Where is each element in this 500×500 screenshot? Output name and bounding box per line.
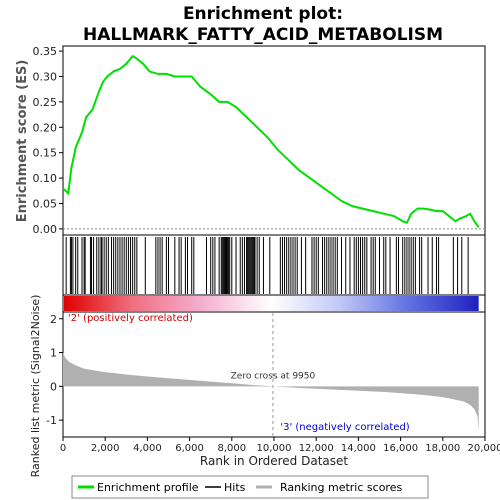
zero-cross-label: Zero cross at 9950 [231, 371, 316, 381]
positively-correlated-label: '2' (positively correlated) [68, 313, 193, 324]
x-tick-label: 18,000 [425, 443, 460, 454]
es-y-tick-label: 0.20 [33, 121, 58, 134]
rank-y-tick-label: -1 [46, 414, 57, 427]
hits-panel-frame [62, 234, 486, 296]
x-tick-label: 8,000 [217, 443, 246, 454]
es-y-tick-label: 0.15 [33, 147, 58, 160]
legend-hits-label: Hits [224, 481, 246, 494]
rank-y-tick-label: 2 [50, 313, 57, 326]
enrichment-profile-line [62, 54, 480, 228]
x-tick-label: 0 [60, 443, 66, 454]
es-y-tick-label: 0.10 [33, 172, 58, 185]
legend-box [71, 475, 429, 499]
es-y-tick-label: 0.25 [33, 96, 58, 109]
rank-y-tick-label: 0 [50, 380, 57, 393]
es-y-tick-label: 0.35 [33, 45, 58, 58]
ranking-metric-area [63, 352, 479, 433]
es-y-tick-label: 0.05 [33, 198, 58, 211]
legend-enrichment-label: Enrichment profile [97, 481, 199, 494]
x-tick-label: 10,000 [257, 443, 292, 454]
x-tick-label: 14,000 [341, 443, 376, 454]
x-tick-label: 2,000 [91, 443, 120, 454]
legend-ranking-label: Ranking metric scores [280, 481, 402, 494]
rank-y-axis-label: Ranked list metric (Signal2Noise) [29, 295, 42, 478]
x-tick-label: 12,000 [299, 443, 334, 454]
x-axis-label: Rank in Ordered Dataset [200, 454, 348, 468]
rank-color-gradient-bar [64, 296, 479, 311]
rank-panel-frame [62, 311, 486, 438]
es-panel-frame [62, 45, 486, 236]
x-tick-label: 6,000 [175, 443, 204, 454]
x-tick-label: 20,000 [468, 443, 500, 454]
chart-title-line2: HALLMARK_FATTY_ACID_METABOLISM [83, 25, 443, 45]
rank-y-tick-label: 1 [50, 347, 57, 360]
x-tick-label: 4,000 [133, 443, 162, 454]
es-y-tick-label: 0.00 [33, 223, 58, 236]
negatively-correlated-label: '3' (negatively correlated) [280, 422, 409, 433]
es-y-tick-label: 0.30 [33, 70, 58, 83]
chart-title-line1: Enrichment plot: [183, 4, 343, 24]
x-tick-label: 16,000 [383, 443, 418, 454]
es-y-axis-label: Enrichment score (ES) [15, 60, 30, 223]
